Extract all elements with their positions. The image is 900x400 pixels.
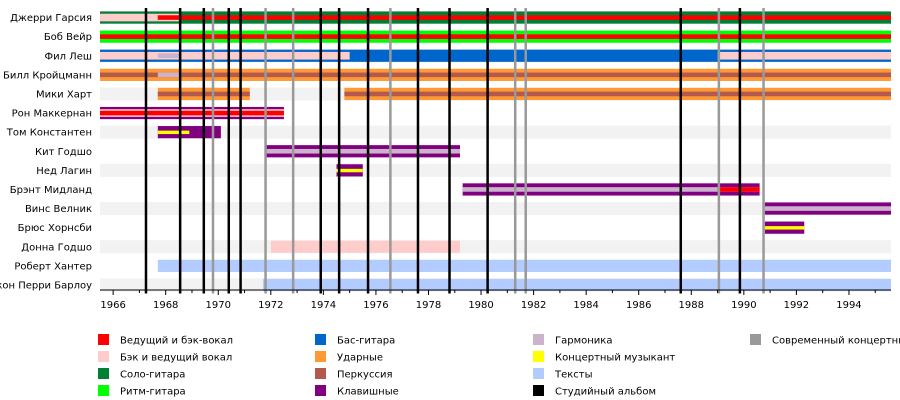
role-bar-lead-vocals <box>100 34 891 39</box>
x-tick-label: 1978 <box>416 300 441 311</box>
legend-label: Современный концертный <box>772 336 900 347</box>
legend: Ведущий и бэк-вокал Бэк и ведущий вокал Со… <box>98 334 900 398</box>
role-bar-harmonica <box>157 53 182 59</box>
member-label: Рон Маккернан <box>12 109 92 120</box>
legend-swatch <box>98 334 109 345</box>
role-bar-lyrics <box>157 259 891 272</box>
member-label: Мики Харт <box>36 89 92 100</box>
member-label: Джон Перри Барлоу <box>0 280 92 291</box>
role-bar-backing-vocals <box>270 240 461 253</box>
legend-label: Бас-гитара <box>337 336 395 347</box>
legend-label: Бэк и ведущий вокал <box>120 353 232 364</box>
member-label: Джерри Гарсия <box>10 13 92 24</box>
member-labels: Джерри Гарсия Боб Вейр Фил Леш Билл Кройцма… <box>0 13 92 291</box>
x-axis: 1966 1968 1970 1972 1974 1976 1978 1980 1982 1984… <box>100 289 891 311</box>
member-label: Фил Леш <box>45 51 93 62</box>
row-background <box>100 240 891 254</box>
legend-label: Студийный альбом <box>555 387 656 398</box>
x-tick-label: 1974 <box>311 300 336 311</box>
member-label: Билл Кройцманн <box>3 70 92 81</box>
legend-label: Концертный музыкант <box>555 353 675 364</box>
legend-swatch <box>533 351 544 362</box>
legend-swatch <box>750 334 761 345</box>
member-label: Нед Лагин <box>36 166 92 177</box>
x-tick-label: 1972 <box>258 300 283 311</box>
x-tick-label: 1976 <box>363 300 388 311</box>
album-lines <box>144 8 765 294</box>
x-tick-label: 1982 <box>521 300 546 311</box>
role-bar-touring <box>764 226 805 230</box>
x-tick-label: 1994 <box>836 300 861 311</box>
role-bar-touring <box>336 168 363 173</box>
legend-label: Соло-гитара <box>120 370 185 381</box>
x-tick-label: 1968 <box>153 300 178 311</box>
role-bar-backing-vocals <box>100 13 158 22</box>
x-tick-label: 1966 <box>100 300 125 311</box>
legend-label: Ведущий и бэк-вокал <box>120 336 233 347</box>
x-tick-label: 1992 <box>784 300 809 311</box>
member-label: Кит Годшо <box>35 147 92 158</box>
member-label: Роберт Хантер <box>14 261 92 272</box>
role-bar-lead-vocals <box>717 187 760 192</box>
role-bar-backing-vocals <box>717 51 891 60</box>
member-label: Брэнт Мидланд <box>10 185 92 196</box>
x-tick-label: 1986 <box>626 300 651 311</box>
legend-label: Ударные <box>337 353 383 364</box>
legend-swatch <box>98 368 109 379</box>
legend-swatch <box>315 334 326 345</box>
role-bar-harmonica <box>265 148 461 154</box>
x-tick-label: 1990 <box>731 300 756 311</box>
legend-swatch <box>533 368 544 379</box>
role-bar-percussion <box>100 72 891 78</box>
role-bars <box>100 11 891 292</box>
legend-label: Гармоника <box>555 336 612 347</box>
x-tick-label: 1980 <box>468 300 493 311</box>
row-background <box>100 125 891 139</box>
role-bar-lead-vocals <box>157 15 891 20</box>
legend-swatch <box>533 334 544 345</box>
x-tick-label: 1984 <box>573 300 598 311</box>
member-label: Том Константен <box>6 128 92 139</box>
x-tick-label: 1970 <box>206 300 231 311</box>
legend-swatch <box>533 385 544 396</box>
legend-swatch <box>315 351 326 362</box>
role-bar-lead-vocals <box>100 110 284 116</box>
member-label: Боб Вейр <box>44 32 92 43</box>
member-label: Донна Годшо <box>21 242 92 253</box>
legend-label: Тексты <box>554 370 593 381</box>
legend-swatch <box>315 385 326 396</box>
x-tick-label: 1988 <box>679 300 704 311</box>
legend-swatch <box>315 368 326 379</box>
role-bar-harmonica <box>157 72 182 78</box>
member-label: Винс Велник <box>25 204 92 215</box>
legend-label: Перкуссия <box>337 370 393 381</box>
legend-label: Ритм-гитара <box>120 387 186 398</box>
role-bar-backing-vocals <box>100 51 350 60</box>
legend-swatch <box>98 385 109 396</box>
role-bar-harmonica <box>462 187 760 192</box>
role-bar-percussion <box>344 91 891 97</box>
role-bar-lyrics <box>262 278 891 292</box>
role-bar-touring <box>157 130 190 135</box>
row-background <box>100 163 891 177</box>
member-label: Брюс Хорнсби <box>18 223 92 234</box>
role-bar-harmonica <box>764 206 891 211</box>
row-background <box>100 202 891 216</box>
legend-swatch <box>98 351 109 362</box>
legend-label: Клавишные <box>337 387 399 398</box>
